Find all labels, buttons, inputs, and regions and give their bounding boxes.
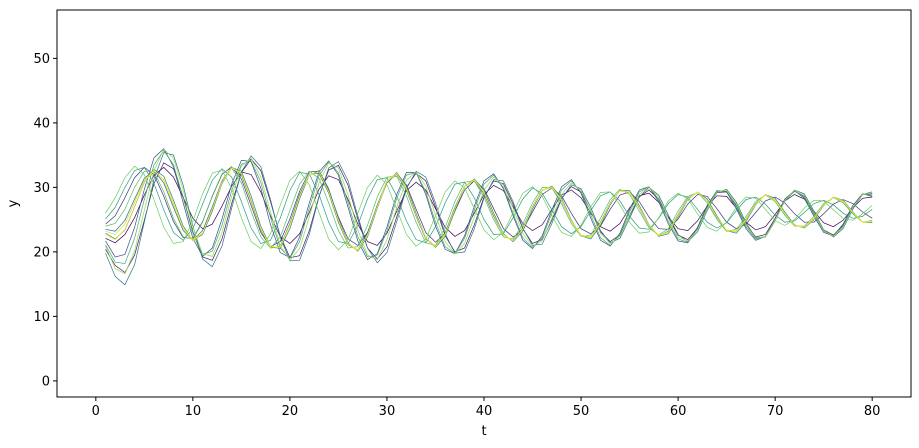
x-tick-label: 10 xyxy=(185,404,202,419)
series-line xyxy=(105,158,873,274)
x-tick-label: 80 xyxy=(864,404,881,419)
series-line xyxy=(105,167,873,251)
x-axis-ticks: 0 10 20 30 40 50 60 70 80 xyxy=(92,397,881,419)
x-tick-label: 60 xyxy=(670,404,687,419)
series-line xyxy=(105,148,873,261)
y-tick-label: 40 xyxy=(33,116,50,131)
x-tick-label: 0 xyxy=(92,404,100,419)
y-tick-label: 50 xyxy=(33,52,50,67)
y-axis-ticks: 0 10 20 30 40 50 xyxy=(33,52,57,389)
x-tick-label: 70 xyxy=(767,404,784,419)
series-line xyxy=(105,148,873,275)
y-axis-label: y xyxy=(6,199,21,207)
series-line xyxy=(105,152,873,286)
series-line xyxy=(105,167,873,249)
series-line xyxy=(105,166,873,244)
x-tick-label: 20 xyxy=(282,404,299,419)
x-tick-label: 40 xyxy=(476,404,493,419)
y-tick-label: 20 xyxy=(33,245,50,260)
y-tick-label: 0 xyxy=(42,374,50,389)
x-axis-label: t xyxy=(481,424,486,439)
series-lines xyxy=(105,148,873,286)
y-tick-label: 10 xyxy=(33,310,50,325)
series-line xyxy=(105,165,873,251)
y-tick-label: 30 xyxy=(33,181,50,196)
x-tick-label: 50 xyxy=(573,404,590,419)
x-tick-label: 30 xyxy=(379,404,396,419)
series-line xyxy=(105,149,873,264)
series-line xyxy=(105,166,873,246)
